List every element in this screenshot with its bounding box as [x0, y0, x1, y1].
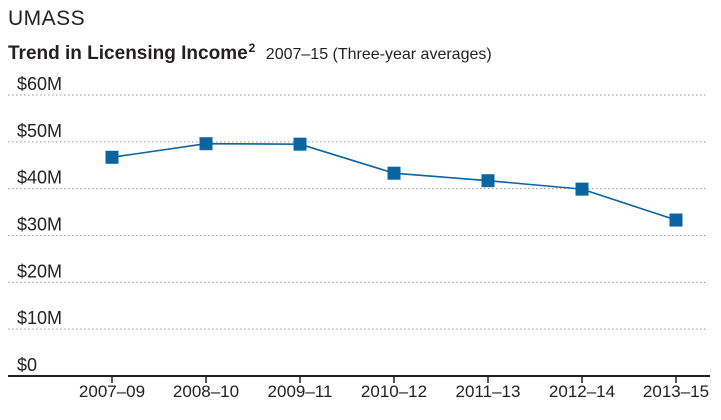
x-tick-label: 2012–14	[549, 382, 615, 401]
x-tick-label: 2009–11	[268, 382, 333, 401]
x-tick-label: 2013–15	[643, 382, 709, 401]
series-line	[111, 142, 677, 221]
x-tick-label: 2010–12	[361, 382, 427, 401]
y-tick-label: $40M	[17, 168, 62, 188]
x-tick-label: 2008–10	[173, 382, 239, 401]
y-tick-label: $10M	[17, 308, 62, 328]
data-point-marker	[669, 213, 683, 227]
y-tick-label: $30M	[17, 215, 62, 235]
y-tick-label: $20M	[17, 261, 62, 281]
data-point-marker	[293, 137, 307, 151]
data-point-marker	[199, 137, 213, 151]
gridlines	[8, 94, 706, 330]
chart-title-line: Trend in Licensing Income2 2007–15 (Thre…	[8, 41, 492, 65]
y-tick-label: $60M	[17, 74, 62, 94]
data-point-marker	[105, 150, 119, 164]
org-name: UMASS	[8, 7, 86, 30]
y-tick-label: $50M	[17, 121, 62, 141]
title-footnote-marker: 2	[248, 41, 256, 55]
data-point-marker	[481, 174, 495, 188]
chart-title: Trend in Licensing Income	[8, 43, 248, 64]
data-point-marker	[575, 182, 589, 196]
series-licensing-income	[105, 137, 683, 227]
x-tick-label: 2007–09	[79, 382, 145, 401]
x-tick-label: 2011–13	[456, 382, 521, 401]
chart-subtitle: 2007–15 (Three-year averages)	[265, 46, 492, 63]
data-point-marker	[387, 166, 401, 180]
y-tick-label: $0	[17, 355, 37, 375]
y-axis-ticks: $0 $10M $20M $30M $40M $50M $60M	[17, 74, 62, 375]
x-axis: 2007–09 2008–10 2009–11 2010–12 2011–13 2012–…	[8, 375, 710, 401]
